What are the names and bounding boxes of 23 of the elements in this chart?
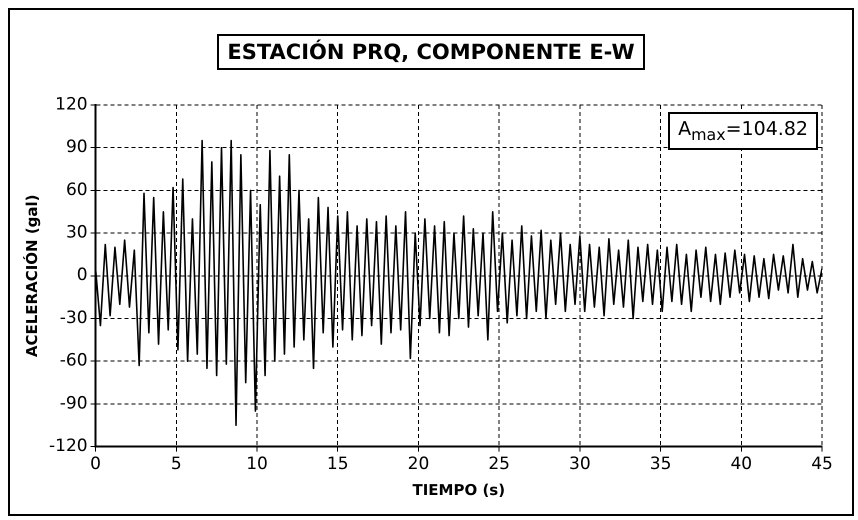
x-tick-label: 15 [326, 454, 349, 474]
x-tick-label: 45 [811, 454, 833, 474]
y-tick-label: 60 [66, 180, 88, 200]
x-tick-label: 20 [408, 454, 430, 474]
y-tick-label: 90 [66, 137, 88, 158]
x-tick-label: 25 [488, 454, 510, 474]
x-tick-label: 35 [650, 454, 672, 474]
x-tick-label: 0 [90, 454, 101, 474]
annotation: A$_{max}$=104.82 [668, 112, 818, 150]
x-tick-label: 40 [730, 454, 752, 474]
y-tick-label: -120 [48, 436, 88, 456]
y-tick-label: -30 [60, 308, 88, 328]
x-axis-title: TIEMPO (s) [412, 480, 506, 499]
x-tick-label: 10 [246, 454, 268, 474]
y-tick-label: 0 [76, 265, 88, 286]
x-tick-label: 5 [170, 454, 182, 474]
y-axis-title: ACELERACIÓN (gal) [22, 194, 41, 358]
y-tick-label: 120 [55, 94, 88, 114]
x-tick-label: 30 [569, 454, 591, 474]
y-tick-label: -90 [60, 393, 88, 414]
y-tick-label: 30 [66, 222, 88, 243]
chart-title: ESTACIÓN PRQ, COMPONENTE E-W [217, 34, 645, 70]
y-tick-label: -60 [60, 350, 88, 371]
